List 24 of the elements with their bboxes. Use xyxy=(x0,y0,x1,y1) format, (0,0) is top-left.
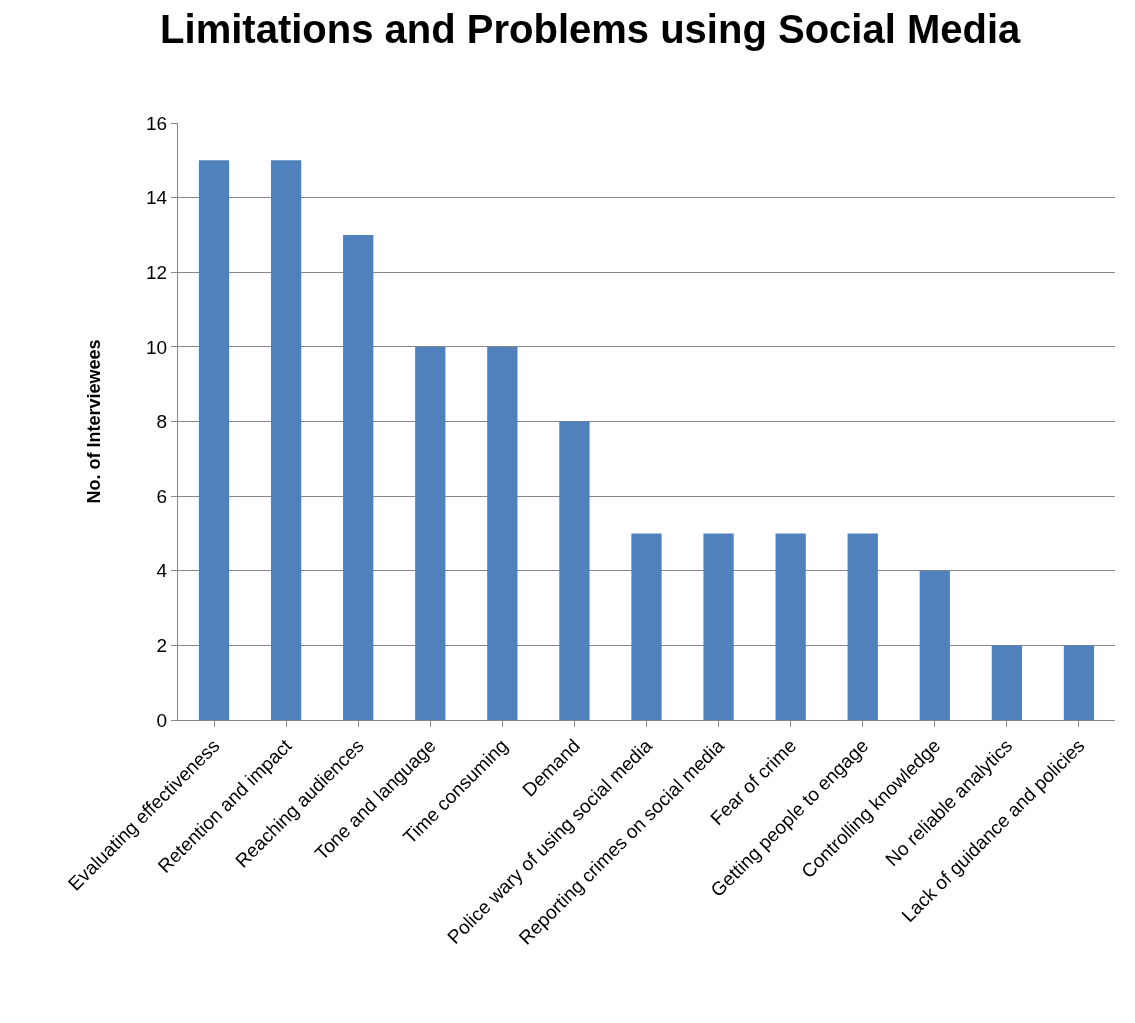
chart-title: Limitations and Problems using Social Media xyxy=(160,7,1022,52)
bar xyxy=(343,234,374,720)
y-tick-label: 6 xyxy=(156,485,168,507)
y-tick-label: 14 xyxy=(146,187,168,209)
y-tick-label: 2 xyxy=(156,635,168,657)
y-tick-label: 8 xyxy=(156,411,168,433)
bar xyxy=(270,160,302,720)
y-tick-label: 12 xyxy=(146,261,168,283)
bar xyxy=(559,421,590,720)
y-tick-label: 10 xyxy=(146,336,168,358)
y-tick-label: 16 xyxy=(146,112,168,134)
y-tick-label: 4 xyxy=(156,560,168,582)
y-tick-label: 0 xyxy=(156,709,168,731)
y-axis-title: No. of Interviewees xyxy=(84,339,105,504)
bar xyxy=(198,160,230,720)
bar xyxy=(847,533,878,720)
bar xyxy=(1063,645,1095,720)
bar xyxy=(703,533,734,720)
bar xyxy=(631,533,662,720)
bar xyxy=(415,346,446,720)
bar xyxy=(487,346,518,720)
bar xyxy=(991,645,1023,720)
bar xyxy=(775,533,806,720)
bar xyxy=(919,570,950,720)
